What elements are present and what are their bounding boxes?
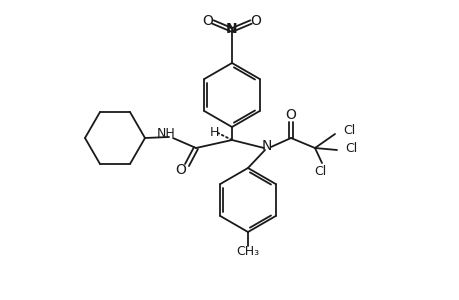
Text: O: O	[285, 108, 296, 122]
Text: N: N	[226, 22, 237, 36]
Text: Cl: Cl	[313, 164, 325, 178]
Text: Cl: Cl	[342, 124, 354, 136]
Text: CH₃: CH₃	[236, 245, 259, 259]
Text: Cl: Cl	[344, 142, 357, 154]
Text: O: O	[250, 14, 261, 28]
Text: N: N	[261, 139, 272, 153]
Text: NH: NH	[156, 127, 175, 140]
Text: H: H	[209, 125, 218, 139]
Text: O: O	[175, 163, 186, 177]
Text: O: O	[202, 14, 213, 28]
